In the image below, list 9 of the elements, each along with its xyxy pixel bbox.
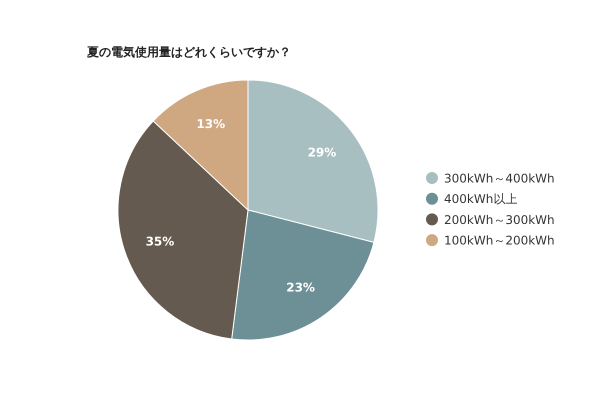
data-label: 13%: [196, 117, 226, 132]
data-label: 35%: [146, 234, 174, 249]
legend-label: 300kWh～400kWh: [444, 172, 555, 186]
legend-label: 400kWh以上: [444, 192, 518, 206]
data-label: 29%: [308, 146, 336, 160]
data-label: 23%: [286, 280, 315, 294]
legend-label: 100kWh～200kWh: [444, 234, 555, 248]
legend-label: 200kWh～300kWh: [444, 212, 555, 227]
chart-title: 夏の電気使用量はどれくらいですか？: [86, 45, 291, 59]
